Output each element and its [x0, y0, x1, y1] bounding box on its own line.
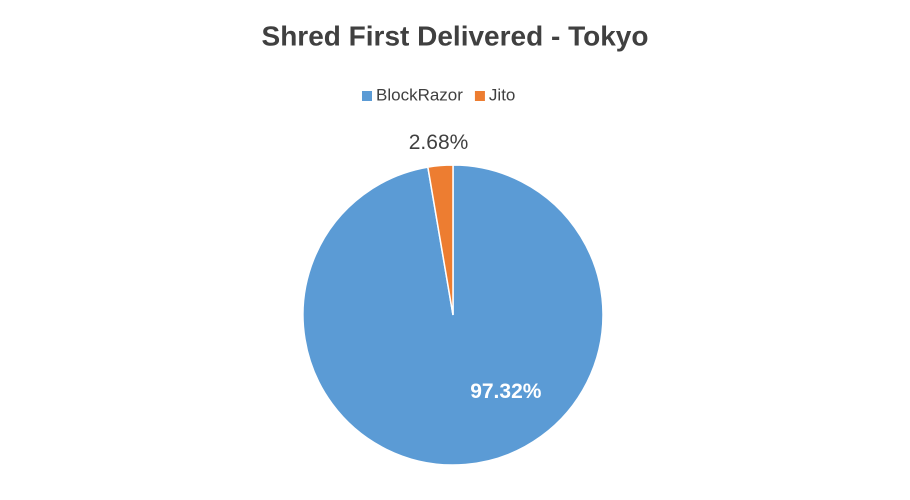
data-label: 97.32%: [470, 380, 542, 403]
legend-swatch: [474, 91, 485, 101]
legend-swatch: [362, 91, 372, 101]
chart-title: Shred First Delivered - Tokyo: [262, 20, 649, 51]
data-label: 2.68%: [409, 131, 469, 154]
pie-slice: [426, 164, 454, 316]
legend-label: BlockRazor: [376, 85, 463, 104]
legend-label: Jito: [489, 85, 515, 104]
